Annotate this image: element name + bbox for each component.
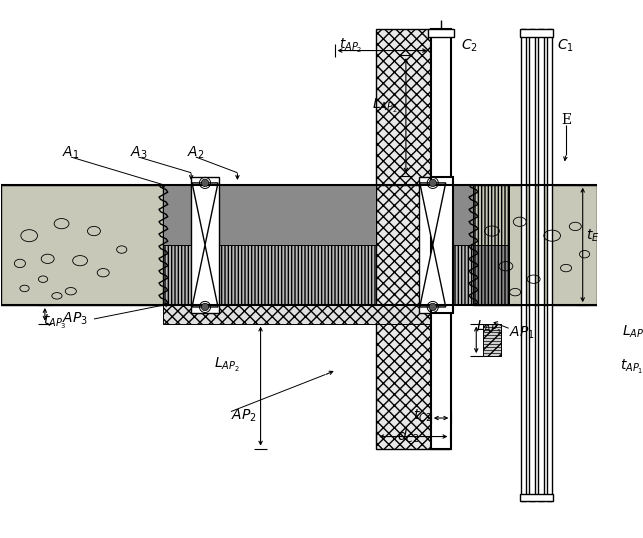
Bar (529, 29, 534, 501)
Text: $A_2$: $A_2$ (187, 144, 204, 160)
Text: $C_1$: $C_1$ (557, 38, 574, 54)
Circle shape (201, 179, 209, 187)
Circle shape (429, 179, 437, 187)
Text: E: E (561, 113, 571, 127)
Bar (419, 178, 447, 313)
Bar (219, 185, 376, 245)
Text: $A_3$: $A_3$ (130, 144, 147, 160)
Polygon shape (192, 245, 218, 307)
Bar (547, 29, 552, 501)
Bar (376, 29, 450, 185)
Bar (163, 185, 191, 305)
Bar (483, 324, 502, 356)
Circle shape (429, 303, 437, 310)
Text: $AP_2$: $AP_2$ (231, 408, 257, 424)
Bar (1, 185, 163, 305)
Bar (447, 185, 473, 245)
Bar (376, 185, 450, 305)
Bar (473, 245, 509, 305)
Bar (538, 29, 544, 501)
Polygon shape (420, 183, 446, 245)
Polygon shape (192, 183, 218, 245)
Bar (447, 185, 473, 305)
Polygon shape (420, 245, 446, 307)
Text: $t_{AP_1}$: $t_{AP_1}$ (620, 358, 643, 376)
Bar (376, 305, 450, 449)
Text: $L_{AP_2}$: $L_{AP_2}$ (372, 97, 397, 115)
Text: $AP_1$: $AP_1$ (509, 324, 534, 341)
Text: $L_{AP_1}$: $L_{AP_1}$ (622, 324, 643, 342)
Bar (520, 494, 553, 501)
Bar (473, 185, 509, 305)
Bar (191, 178, 219, 313)
Bar (431, 305, 451, 449)
Bar (219, 185, 376, 305)
Bar (520, 29, 553, 37)
Bar (431, 29, 451, 185)
Text: $C_2$: $C_2$ (460, 38, 477, 54)
Text: $AP_3$: $AP_3$ (62, 311, 89, 327)
Text: $L_{AP_1}$: $L_{AP_1}$ (476, 319, 502, 337)
Bar (521, 29, 526, 501)
Text: $A_1$: $A_1$ (62, 144, 80, 160)
Bar (163, 185, 191, 245)
Text: $L_{AP_2}$: $L_{AP_2}$ (214, 356, 240, 374)
Text: $t_{AP_2}$: $t_{AP_2}$ (339, 37, 363, 55)
Bar (428, 29, 454, 37)
Text: $t_{AP_3}$: $t_{AP_3}$ (43, 313, 67, 331)
Text: $t_E$: $t_E$ (586, 228, 600, 244)
Bar (163, 305, 450, 324)
Circle shape (201, 303, 209, 310)
Bar (603, 324, 622, 374)
Text: $t_{C2}$: $t_{C2}$ (413, 408, 432, 424)
Bar (473, 185, 597, 305)
Bar (431, 178, 453, 313)
Text: $d_{C2}$: $d_{C2}$ (397, 428, 420, 445)
